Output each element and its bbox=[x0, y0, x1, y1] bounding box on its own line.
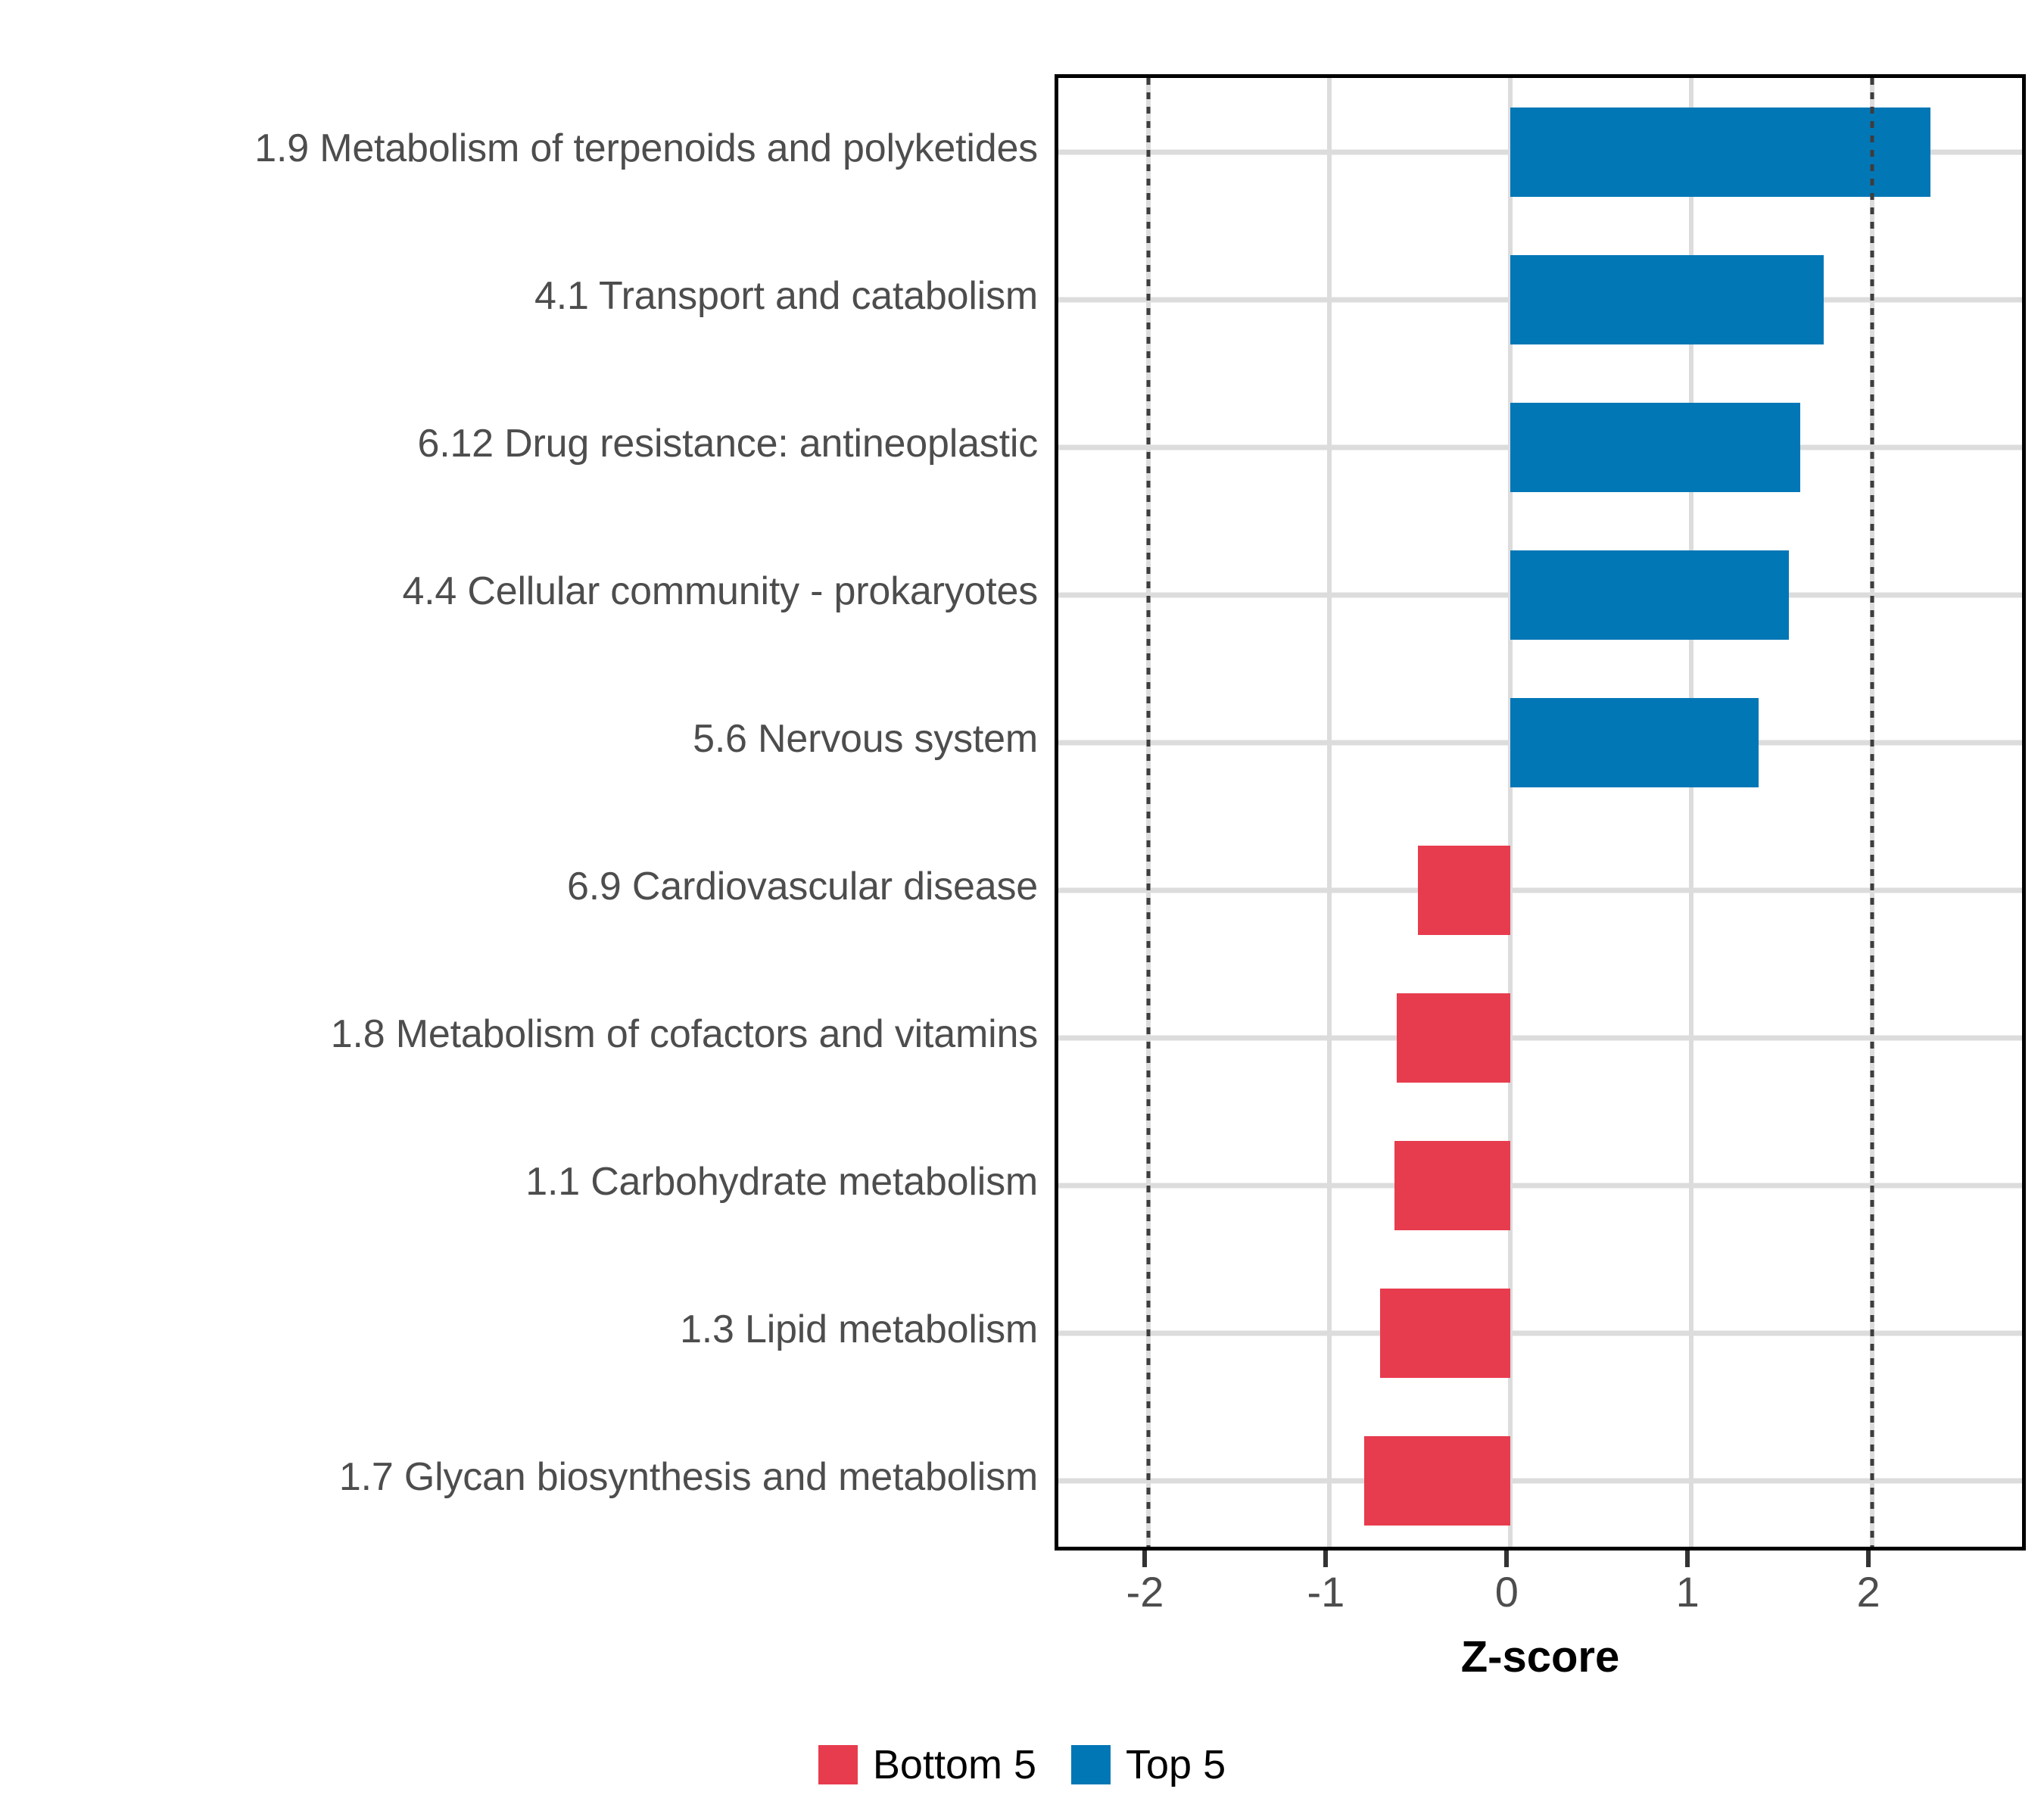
legend-item[interactable]: Bottom 5 bbox=[818, 1741, 1036, 1788]
reference-line bbox=[1146, 78, 1151, 1547]
y-axis-label: 1.7 Glycan biosynthesis and metabolism bbox=[338, 1454, 1038, 1499]
bar bbox=[1510, 697, 1759, 787]
bar bbox=[1396, 993, 1511, 1083]
x-tick-label: 2 bbox=[1856, 1568, 1880, 1616]
legend-label: Bottom 5 bbox=[872, 1742, 1036, 1787]
legend-swatch-icon bbox=[818, 1745, 858, 1784]
horizontal-gridline bbox=[1058, 1035, 2022, 1040]
vertical-gridline bbox=[1508, 78, 1513, 1547]
bar bbox=[1510, 107, 1930, 197]
y-axis-label: 1.9 Metabolism of terpenoids and polyket… bbox=[254, 126, 1038, 170]
x-tick-mark bbox=[1142, 1551, 1148, 1567]
x-axis-tick-labels: -2 -1 0 1 2 bbox=[1055, 1567, 2026, 1620]
bar bbox=[1394, 1140, 1511, 1230]
x-axis-tick-marks bbox=[1055, 1551, 2026, 1567]
reference-line bbox=[1870, 78, 1874, 1547]
y-axis-label: 1.3 Lipid metabolism bbox=[680, 1307, 1038, 1351]
horizontal-gridline bbox=[1058, 1478, 2022, 1483]
legend-item[interactable]: Top 5 bbox=[1071, 1741, 1226, 1788]
horizontal-gridline bbox=[1058, 1330, 2022, 1335]
x-tick-mark bbox=[1685, 1551, 1690, 1567]
x-tick-mark bbox=[1323, 1551, 1329, 1567]
x-tick-mark bbox=[1504, 1551, 1510, 1567]
bar bbox=[1380, 1288, 1511, 1378]
y-axis-label: 6.9 Cardiovascular disease bbox=[566, 864, 1038, 908]
vertical-gridline bbox=[1689, 78, 1694, 1547]
x-tick-label: 0 bbox=[1494, 1568, 1519, 1616]
bar bbox=[1510, 254, 1824, 344]
y-axis-label: 4.1 Transport and catabolism bbox=[534, 273, 1038, 318]
x-tick-label: 1 bbox=[1675, 1568, 1700, 1616]
x-axis-title: Z-score bbox=[1460, 1632, 1620, 1681]
plot-area bbox=[1058, 78, 2022, 1547]
plot-panel bbox=[1055, 74, 2026, 1551]
legend: Bottom 5 Top 5 bbox=[0, 1741, 2044, 1788]
bar bbox=[1418, 845, 1511, 935]
y-axis-label: 5.6 Nervous system bbox=[693, 716, 1038, 761]
bar bbox=[1510, 550, 1790, 640]
horizontal-gridline bbox=[1058, 887, 2022, 893]
vertical-gridline bbox=[1327, 78, 1332, 1547]
y-axis-label: 6.12 Drug resistance: antineoplastic bbox=[417, 421, 1039, 466]
legend-label: Top 5 bbox=[1126, 1742, 1226, 1787]
y-axis-label: 4.4 Cellular community - prokaryotes bbox=[402, 569, 1038, 613]
legend-swatch-icon bbox=[1071, 1745, 1111, 1784]
x-tick-label: -2 bbox=[1126, 1568, 1164, 1616]
y-axis-label: 1.1 Carbohydrate metabolism bbox=[525, 1159, 1038, 1204]
y-axis-label: 1.8 Metabolism of cofactors and vitamins bbox=[330, 1011, 1038, 1056]
y-axis-category-labels: 1.9 Metabolism of terpenoids and polyket… bbox=[0, 74, 1055, 1551]
horizontal-gridline bbox=[1058, 1183, 2022, 1188]
bar bbox=[1363, 1435, 1511, 1526]
x-tick-label: -1 bbox=[1307, 1568, 1345, 1616]
bar bbox=[1510, 402, 1800, 492]
x-tick-mark bbox=[1866, 1551, 1871, 1567]
